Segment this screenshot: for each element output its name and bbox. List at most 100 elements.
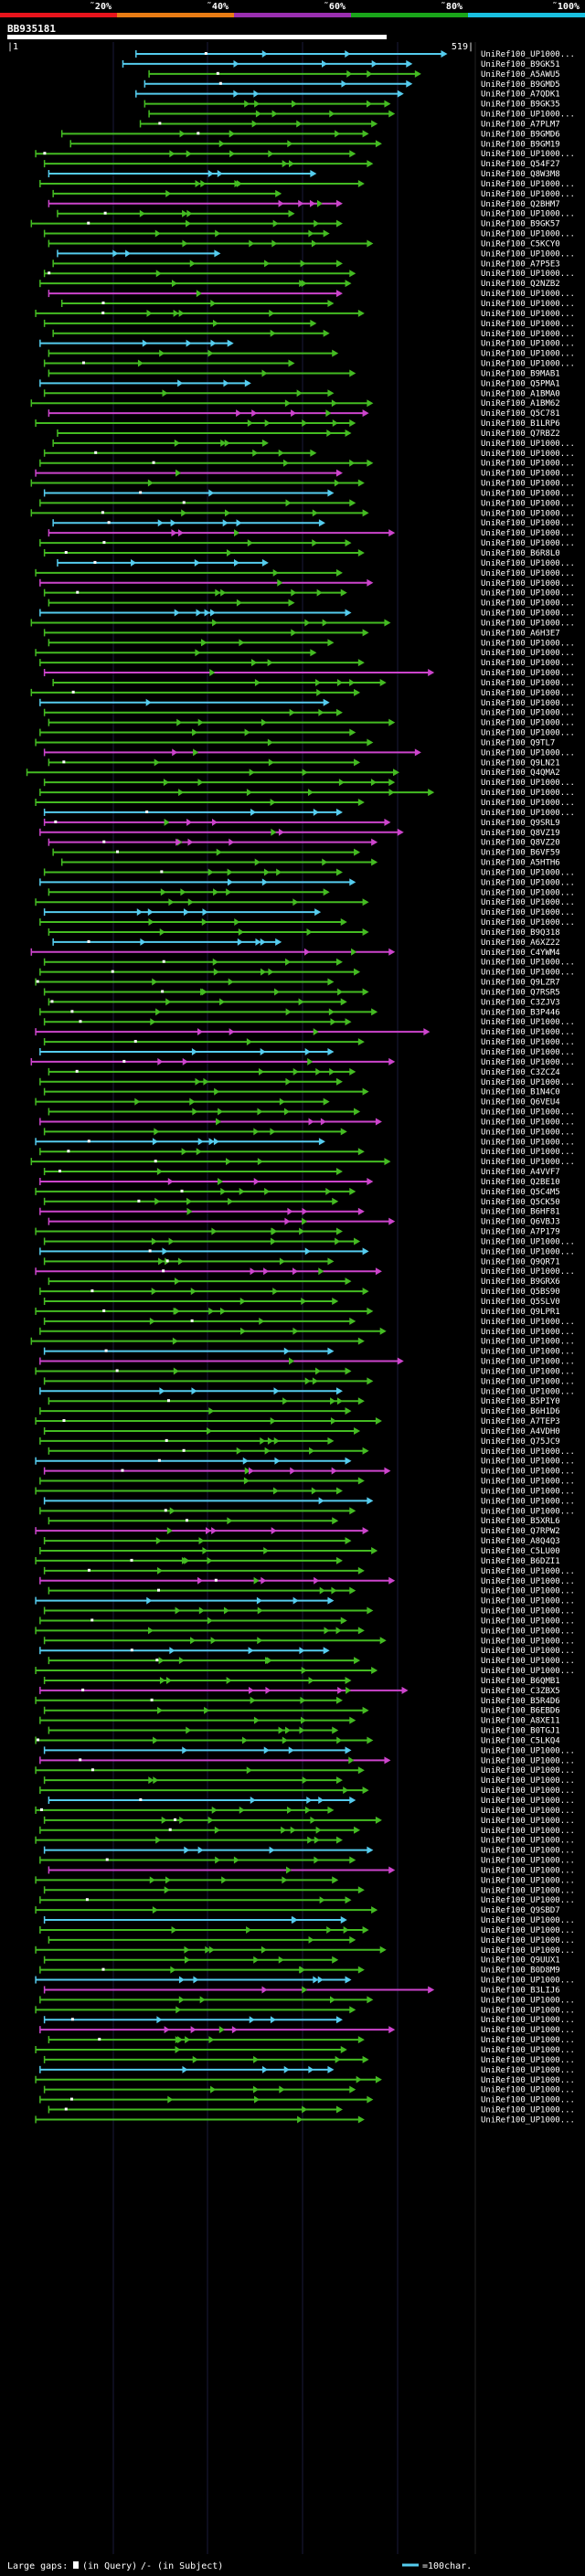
hit-label: UniRef100_B6EBD6 xyxy=(481,1707,560,1716)
gap-marker xyxy=(122,1059,126,1063)
gap-marker xyxy=(70,2018,74,2021)
hit-segment-arrow xyxy=(308,2065,314,2073)
hit-label: UniRef100_Q9LN21 xyxy=(481,758,560,768)
hit-end-arrow xyxy=(375,1816,382,1824)
hit-label: UniRef100_UP1000... xyxy=(481,180,575,189)
hit-segment-arrow xyxy=(335,130,341,138)
hit-end-arrow xyxy=(340,588,347,597)
hit-segment-arrow xyxy=(250,1696,256,1704)
query-start-label: |1 xyxy=(7,42,18,52)
hit-end-arrow xyxy=(335,958,343,966)
hit-segment-arrow xyxy=(367,69,373,78)
hit-label: UniRef100_B0TGJ1 xyxy=(481,1727,560,1736)
hit-segment-arrow xyxy=(165,998,172,1006)
hit-label: UniRef100_UP1000... xyxy=(481,1497,575,1506)
hit-segment-arrow xyxy=(131,558,137,567)
hit-segment-arrow xyxy=(148,918,154,927)
hit-label: UniRef100_A6XZ22 xyxy=(481,938,560,948)
hit-label: UniRef100_UP1000... xyxy=(481,1607,575,1617)
gap-marker xyxy=(37,1738,40,1742)
hit-segment-arrow xyxy=(239,1187,245,1195)
hit-segment-arrow xyxy=(174,609,180,617)
hit-segment-arrow xyxy=(186,818,193,826)
hit-label: UniRef100_UP1000... xyxy=(481,1776,575,1786)
hit-end-arrow xyxy=(318,519,325,527)
hit-end-arrow xyxy=(362,409,369,418)
hit-segment-arrow xyxy=(162,389,168,398)
hit-end-arrow xyxy=(362,928,369,936)
hit-label: UniRef100_UP1000... xyxy=(481,659,575,668)
hit-segment-arrow xyxy=(190,1637,197,1645)
identity-scale-label: ˜20% xyxy=(90,1,112,12)
hit-segment-arrow xyxy=(261,1986,268,1994)
hit-label: UniRef100_UP1000... xyxy=(481,1377,575,1386)
hit-segment-arrow xyxy=(197,718,204,726)
hit-segment-arrow xyxy=(182,1746,188,1754)
hit-end-arrow xyxy=(357,479,365,487)
gap-marker xyxy=(67,1150,70,1153)
hit-label: UniRef100_UP1000... xyxy=(481,1048,575,1057)
hit-label: UniRef100_C3ZCZ4 xyxy=(481,1068,560,1077)
hit-segment-arrow xyxy=(302,419,308,428)
hit-label: UniRef100_UP1000... xyxy=(481,1237,575,1246)
hit-label: UniRef100_A8Q4Q3 xyxy=(481,1537,560,1546)
hit-segment-arrow xyxy=(198,1606,205,1615)
hit-segment-arrow xyxy=(292,1916,298,1924)
hit-segment-arrow xyxy=(226,1676,232,1684)
hit-segment-arrow xyxy=(215,229,221,238)
footer-large-gaps-label: Large gaps: xyxy=(7,2561,68,2571)
gap-marker xyxy=(182,1448,186,1452)
hit-segment-arrow xyxy=(343,1925,349,1934)
hit-end-arrow xyxy=(345,429,352,437)
hit-label: UniRef100_A7P179 xyxy=(481,1228,560,1237)
hit-segment-arrow xyxy=(178,1976,185,1984)
gap-marker xyxy=(39,1807,43,1811)
hit-label: UniRef100_A7QDK1 xyxy=(481,90,560,100)
hit-segment-arrow xyxy=(233,558,239,567)
hit-segment-arrow xyxy=(234,918,240,927)
hit-end-arrow xyxy=(261,439,269,447)
hit-segment-arrow xyxy=(286,1806,292,1814)
hit-end-arrow xyxy=(345,1676,352,1684)
hit-segment-arrow xyxy=(137,359,144,367)
hit-end-arrow xyxy=(340,918,347,927)
hit-label: UniRef100_UP1000... xyxy=(481,1946,575,1956)
gap-marker xyxy=(90,1289,94,1293)
gap-marker xyxy=(102,1309,106,1312)
hit-segment-arrow xyxy=(146,1596,153,1605)
hit-segment-arrow xyxy=(254,678,261,686)
hit-segment-arrow xyxy=(233,59,239,68)
hit-segment-arrow xyxy=(251,659,258,667)
hit-segment-arrow xyxy=(163,779,169,787)
hit-segment-arrow xyxy=(284,399,291,408)
hit-end-arrow xyxy=(414,748,421,757)
hit-segment-arrow xyxy=(155,1008,162,1016)
hit-label: UniRef100_UP1000... xyxy=(481,649,575,658)
hit-segment-arrow xyxy=(349,459,356,467)
hit-segment-arrow xyxy=(174,439,180,447)
hit-label: UniRef100_B9GM19 xyxy=(481,140,560,149)
hit-label: UniRef100_Q2NZB2 xyxy=(481,280,560,289)
hit-segment-arrow xyxy=(222,519,229,527)
gap-marker xyxy=(152,461,155,464)
hit-end-arrow xyxy=(388,110,396,118)
hit-segment-arrow xyxy=(316,688,323,696)
hit-end-arrow xyxy=(349,878,356,886)
hit-segment-arrow xyxy=(255,938,261,946)
hit-label: UniRef100_UP1000... xyxy=(481,669,575,678)
hit-segment-arrow xyxy=(207,1426,213,1435)
hit-segment-arrow xyxy=(267,1436,273,1445)
hit-segment-arrow xyxy=(331,1467,337,1475)
hit-segment-arrow xyxy=(234,179,240,187)
hit-segment-arrow xyxy=(211,1527,218,1535)
gap-marker xyxy=(164,1509,167,1512)
gap-marker xyxy=(101,511,104,514)
hit-segment-arrow xyxy=(246,1766,252,1775)
hit-label: UniRef100_UP1000... xyxy=(481,489,575,498)
hit-end-arrow xyxy=(345,1746,352,1754)
hit-end-arrow xyxy=(318,1138,325,1146)
hit-segment-arrow xyxy=(302,1207,308,1215)
hit-segment-arrow xyxy=(173,1307,179,1315)
hit-label: UniRef100_UP1000... xyxy=(481,2026,575,2035)
hit-segment-arrow xyxy=(325,409,332,418)
